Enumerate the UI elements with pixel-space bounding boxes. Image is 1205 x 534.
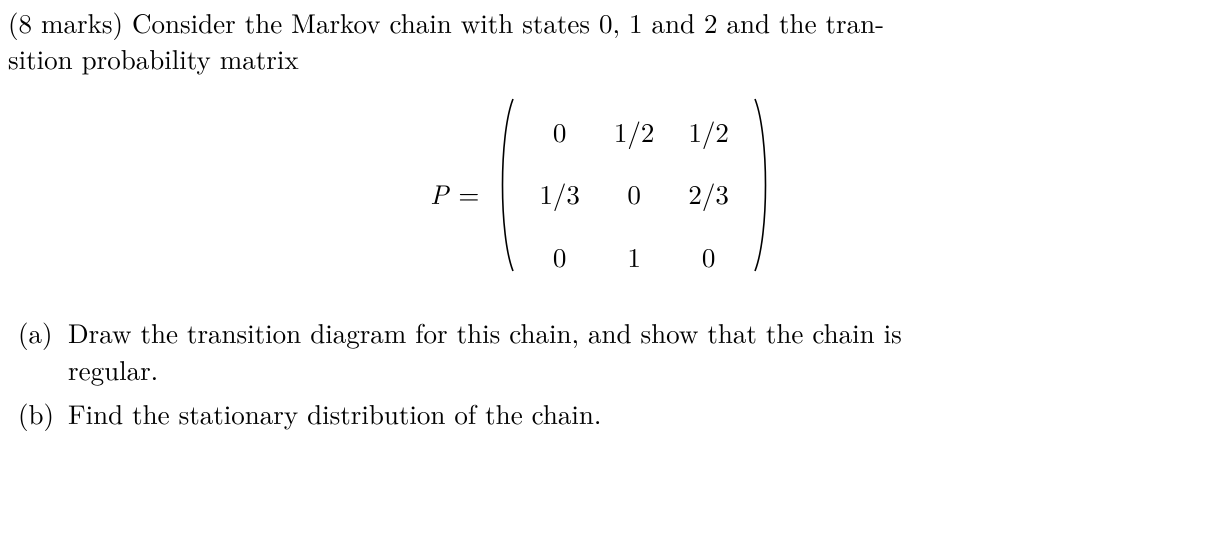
part-b-line1: Find the stationary distribution of the … bbox=[68, 395, 1197, 431]
matrix-lhs: P = bbox=[430, 175, 479, 211]
transition-matrix: 0 1/2 1/2 1/3 0 2/3 0 1 0 bbox=[517, 95, 751, 292]
right-paren-icon bbox=[751, 95, 775, 275]
problem-intro: (8 marks) Consider the Markov chain with… bbox=[8, 4, 1197, 77]
part-a-body: Draw the transition diagram for this cha… bbox=[68, 314, 1197, 387]
part-a: (a) Draw the transition diagram for this… bbox=[18, 314, 1197, 387]
intro-line-2: sition probability matrix bbox=[8, 40, 1197, 76]
matrix-cell-0-1: 1/2 bbox=[614, 113, 655, 149]
matrix-symbol-P: P bbox=[430, 175, 448, 211]
matrix-with-parens: 0 1/2 1/2 1/3 0 2/3 0 1 0 bbox=[493, 95, 775, 292]
intro-line1-rest: Consider the Markov chain with states 0,… bbox=[132, 3, 884, 41]
matrix-cell-2-2: 0 bbox=[688, 238, 729, 274]
matrix-equation: P = 0 1/2 1/2 1/3 0 2/3 0 1 0 bbox=[8, 95, 1197, 292]
problem-page: (8 marks) Consider the Markov chain with… bbox=[0, 0, 1205, 534]
matrix-inner: P = 0 1/2 1/2 1/3 0 2/3 0 1 0 bbox=[430, 95, 775, 292]
matrix-cell-1-0: 1/3 bbox=[539, 175, 580, 211]
intro-line-1: (8 marks) Consider the Markov chain with… bbox=[8, 4, 1197, 40]
matrix-cell-2-0: 0 bbox=[539, 238, 580, 274]
part-b-label: (b) bbox=[18, 395, 68, 431]
part-b-body: Find the stationary distribution of the … bbox=[68, 395, 1197, 431]
matrix-cell-0-2: 1/2 bbox=[688, 113, 729, 149]
part-b: (b) Find the stationary distribution of … bbox=[18, 395, 1197, 431]
equals-sign: = bbox=[458, 175, 479, 211]
marks-prefix: (8 marks) bbox=[8, 3, 132, 41]
matrix-cell-2-1: 1 bbox=[614, 238, 655, 274]
part-a-line1: Draw the transition diagram for this cha… bbox=[68, 314, 1197, 350]
matrix-cell-1-1: 0 bbox=[614, 175, 655, 211]
matrix-cell-0-0: 0 bbox=[539, 113, 580, 149]
part-a-line2: regular. bbox=[68, 351, 1197, 387]
left-paren-icon bbox=[493, 95, 517, 275]
matrix-cell-1-2: 2/3 bbox=[688, 175, 729, 211]
part-a-label: (a) bbox=[18, 314, 68, 350]
problem-parts: (a) Draw the transition diagram for this… bbox=[8, 314, 1197, 431]
